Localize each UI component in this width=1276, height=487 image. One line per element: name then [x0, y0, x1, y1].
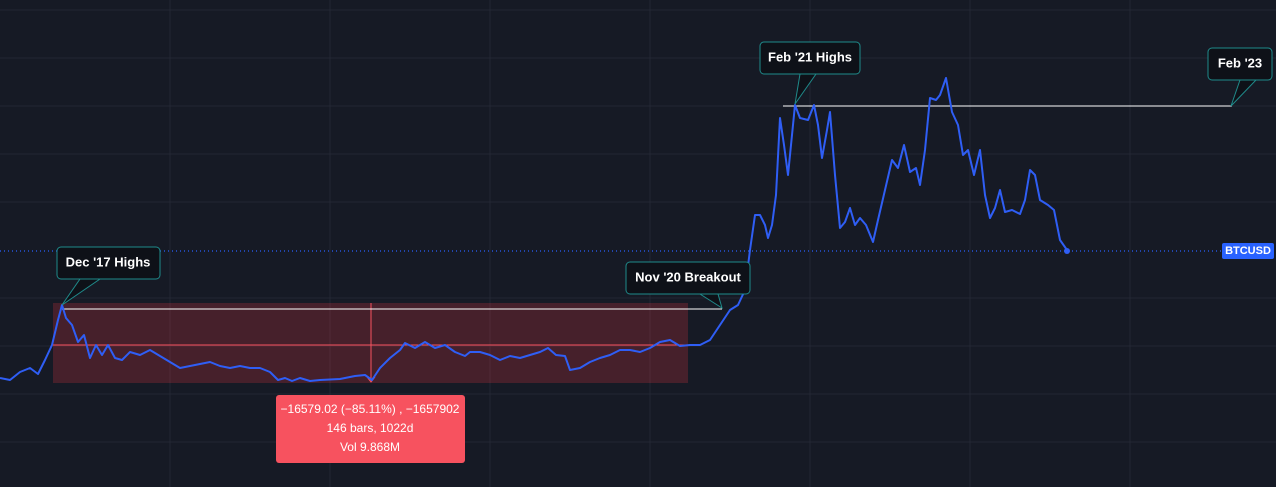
callout: Feb '21 Highs	[759, 41, 861, 105]
callout-text: Feb '21 Highs	[768, 49, 852, 64]
callout: Nov '20 Breakout	[625, 261, 751, 310]
callout: Feb '23	[1207, 47, 1273, 107]
measure-text: 146 bars, 1022d	[327, 421, 414, 435]
symbol-badge	[1222, 243, 1274, 259]
price-series	[0, 77, 1068, 382]
callout-text: Feb '23	[1218, 55, 1262, 70]
callout-text: Nov '20 Breakout	[635, 269, 741, 284]
callout: Dec '17 Highs	[56, 246, 161, 306]
measure-box: −16579.02 (−85.11%) , −1657902 146 bars,…	[276, 395, 465, 463]
last-point	[1064, 248, 1070, 254]
measure-text: −16579.02 (−85.11%) , −1657902	[281, 402, 460, 416]
measure-text: Vol 9.868M	[340, 440, 400, 454]
symbol-label: BTCUSD	[1225, 245, 1271, 257]
callout-text: Dec '17 Highs	[66, 254, 151, 269]
